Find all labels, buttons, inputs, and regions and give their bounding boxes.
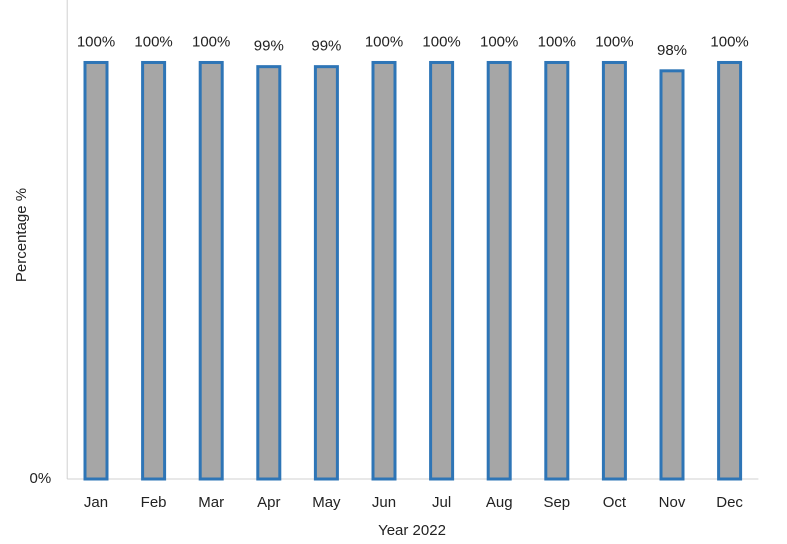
x-tick-label: May — [312, 494, 341, 511]
x-tick-label: Dec — [716, 494, 743, 511]
y-axis-title: Percentage % — [13, 188, 30, 282]
y-tick-label: 0% — [30, 470, 52, 487]
bar — [717, 60, 743, 481]
bar — [371, 60, 397, 481]
bar — [313, 65, 339, 481]
x-tick-label: Oct — [603, 494, 627, 511]
data-label: 100% — [422, 33, 460, 50]
bar — [601, 60, 627, 481]
x-tick-label: Aug — [486, 494, 513, 511]
x-axis-title: Year 2022 — [378, 522, 446, 539]
x-tick-label: Feb — [141, 494, 167, 511]
bar — [141, 60, 167, 481]
x-tick-label: Jun — [372, 494, 396, 511]
data-label: 100% — [365, 33, 403, 50]
x-tick-label: Nov — [659, 494, 686, 511]
data-label: 100% — [192, 33, 230, 50]
data-label: 100% — [595, 33, 633, 50]
data-label: 100% — [710, 33, 748, 50]
x-tick-label: Sep — [543, 494, 570, 511]
data-label: 99% — [254, 38, 284, 55]
x-tick-label: Jul — [432, 494, 451, 511]
bar — [429, 60, 455, 481]
bar — [198, 60, 224, 481]
data-label: 100% — [77, 33, 115, 50]
data-label: 100% — [480, 33, 518, 50]
x-tick-label: Apr — [257, 494, 280, 511]
x-tick-label: Mar — [198, 494, 224, 511]
bar — [83, 60, 109, 481]
x-tick-label: Jan — [84, 494, 108, 511]
bar — [256, 65, 282, 481]
data-label: 100% — [538, 33, 576, 50]
data-label: 98% — [657, 42, 687, 59]
data-label: 100% — [134, 33, 172, 50]
bar — [486, 60, 512, 481]
bar — [544, 60, 570, 481]
bar — [659, 69, 685, 481]
data-label: 99% — [311, 38, 341, 55]
